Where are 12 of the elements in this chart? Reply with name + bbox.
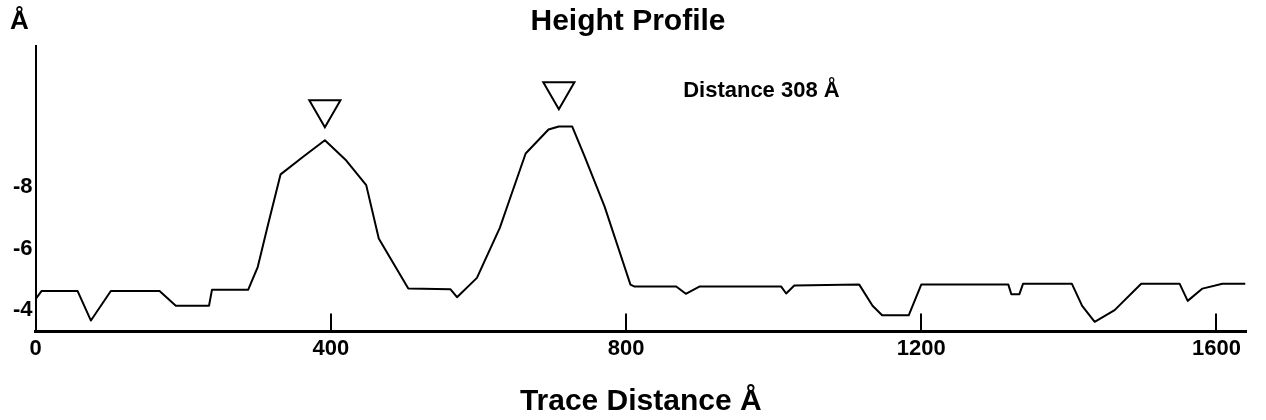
- chart-title: Height Profile: [530, 3, 726, 37]
- x-tick-label: 400: [312, 334, 350, 360]
- x-tick-label: 0: [29, 334, 42, 360]
- x-tick-label: 1600: [1192, 334, 1241, 360]
- y-tick-label: -8: [13, 173, 33, 199]
- x-tick-label: 1200: [896, 334, 946, 360]
- y-tick-label: -4: [13, 296, 34, 322]
- y-tick-label: -6: [13, 234, 33, 260]
- annotation: Distance 308 Å: [683, 76, 840, 103]
- x-tick-label: 800: [607, 334, 645, 360]
- x-axis-title: Trace Distance Å: [519, 383, 762, 417]
- y-axis-title: Å: [10, 5, 29, 36]
